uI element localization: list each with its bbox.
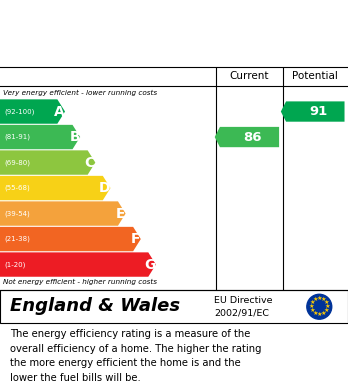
Text: ★: ★ — [324, 308, 329, 313]
Text: D: D — [99, 181, 111, 195]
Text: ★: ★ — [325, 304, 330, 309]
Text: G: G — [145, 258, 156, 272]
Text: (69-80): (69-80) — [4, 159, 30, 166]
Text: ★: ★ — [313, 311, 318, 316]
Text: E: E — [115, 206, 125, 221]
Text: ★: ★ — [309, 300, 315, 305]
Polygon shape — [0, 125, 80, 149]
Text: ★: ★ — [324, 300, 329, 305]
Polygon shape — [0, 176, 110, 200]
Polygon shape — [0, 227, 141, 251]
Polygon shape — [0, 151, 95, 175]
Text: ★: ★ — [313, 297, 318, 302]
Text: Current: Current — [230, 72, 269, 81]
Text: ★: ★ — [316, 312, 322, 317]
Text: C: C — [85, 156, 95, 170]
Polygon shape — [0, 99, 65, 124]
Text: ★: ★ — [321, 311, 326, 316]
Polygon shape — [215, 127, 279, 147]
Text: Potential: Potential — [292, 72, 338, 81]
Text: (39-54): (39-54) — [4, 210, 30, 217]
Text: (1-20): (1-20) — [4, 261, 25, 268]
Polygon shape — [0, 201, 126, 226]
Polygon shape — [0, 252, 156, 277]
Text: A: A — [54, 104, 65, 118]
Text: 86: 86 — [244, 131, 262, 143]
Text: Very energy efficient - lower running costs: Very energy efficient - lower running co… — [3, 90, 158, 96]
Text: (81-91): (81-91) — [4, 134, 30, 140]
Text: F: F — [130, 232, 140, 246]
Polygon shape — [281, 101, 345, 122]
Text: England & Wales: England & Wales — [10, 297, 181, 316]
Text: Not energy efficient - higher running costs: Not energy efficient - higher running co… — [3, 279, 158, 285]
Text: Energy Efficiency Rating: Energy Efficiency Rating — [10, 46, 232, 61]
Text: ★: ★ — [321, 297, 326, 302]
Text: EU Directive: EU Directive — [214, 296, 272, 305]
Text: ★: ★ — [316, 296, 322, 301]
Text: (21-38): (21-38) — [4, 236, 30, 242]
Text: ★: ★ — [308, 304, 314, 309]
Text: (92-100): (92-100) — [4, 108, 34, 115]
Text: ★: ★ — [309, 308, 315, 313]
Text: 91: 91 — [310, 105, 328, 118]
Text: (55-68): (55-68) — [4, 185, 30, 191]
Circle shape — [307, 294, 332, 319]
Text: 2002/91/EC: 2002/91/EC — [214, 309, 269, 318]
Text: The energy efficiency rating is a measure of the
overall efficiency of a home. T: The energy efficiency rating is a measur… — [10, 329, 262, 383]
Text: B: B — [69, 130, 80, 144]
